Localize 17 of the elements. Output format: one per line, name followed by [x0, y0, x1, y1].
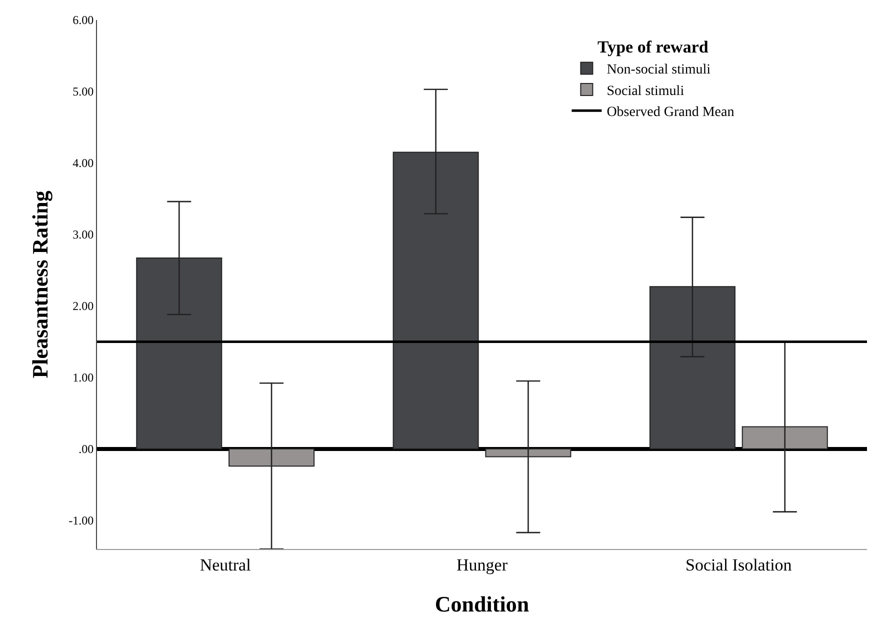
y-tick-label: 4.00 [72, 156, 94, 170]
x-axis-title: Condition [434, 591, 530, 616]
legend-label: Social stimuli [606, 84, 684, 99]
y-tick-label: 5.00 [72, 84, 94, 99]
legend-label: Observed Grand Mean [606, 105, 734, 120]
x-tick-label: Hunger [456, 555, 508, 574]
y-tick-label: -1.00 [68, 514, 94, 528]
legend-label: Non-social stimuli [606, 62, 711, 78]
y-tick-label: 2.00 [72, 299, 94, 314]
y-axis-title: Pleasantness Rating [27, 190, 52, 378]
y-tick-label: 6.00 [72, 13, 94, 28]
legend-title: Type of reward [598, 38, 709, 57]
y-tick-label: 3.00 [72, 228, 94, 242]
y-tick-label: 1.00 [72, 370, 94, 385]
y-tick-label: .00 [78, 442, 94, 456]
x-tick-label: Neutral [200, 555, 252, 574]
x-tick-label: Social Isolation [686, 555, 792, 574]
